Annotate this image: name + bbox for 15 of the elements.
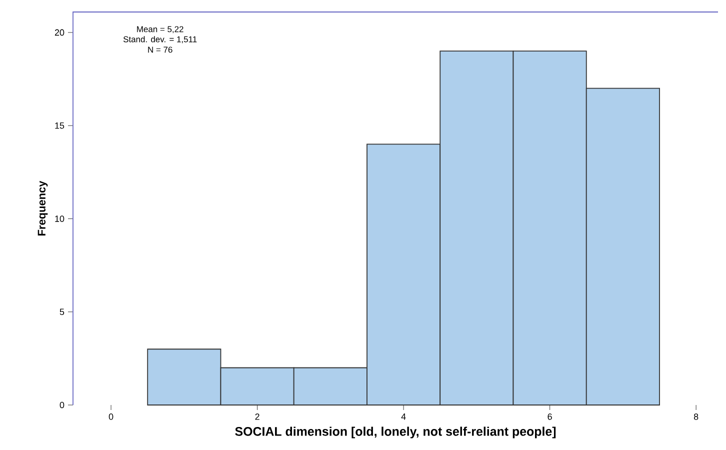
y-tick-label: 10 [55,216,64,222]
y-axis-title: Frequency [38,180,48,236]
y-tick-label: 5 [60,308,64,316]
x-tick-label: 6 [548,414,552,420]
y-tick-label: 20 [54,29,64,36]
annotation: N = 76 [148,46,172,53]
annotation: Mean = 5,22 [137,26,184,34]
x-tick-label: 8 [694,414,698,420]
y-tick-label: 15 [55,122,64,129]
x-tick-label: 4 [401,414,406,420]
x-tick-label: 2 [255,414,260,420]
annotation: Stand. dev. = 1,511 [123,36,197,44]
y-tick-label: 0 [60,402,64,408]
x-tick-label: 0 [108,414,114,420]
x-axis-title: SOCIAL dimension [old, lonely, not self-reliant people] [235,426,556,438]
